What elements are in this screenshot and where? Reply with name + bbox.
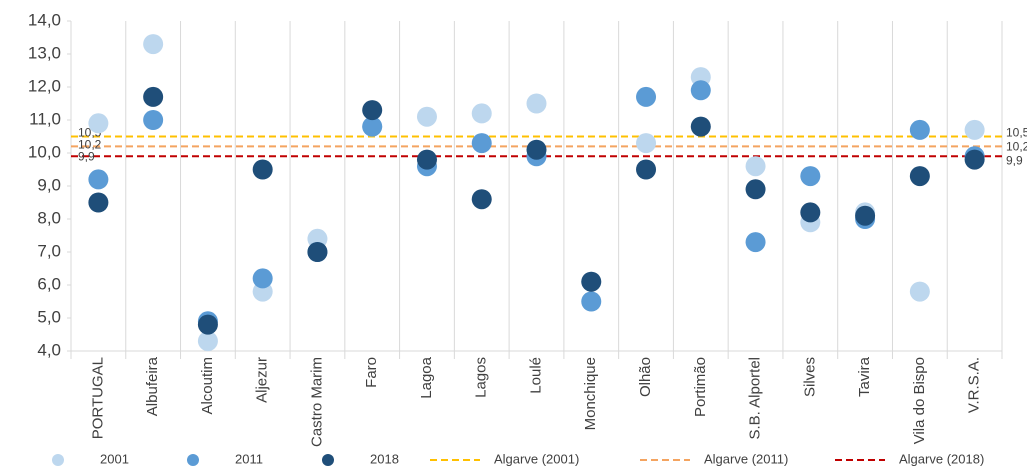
x-tick-label: Lagoa: [418, 356, 435, 398]
dot: [362, 116, 383, 137]
dot: [526, 93, 547, 114]
dot: [88, 192, 109, 213]
y-tick-label: 14,0: [28, 10, 61, 29]
dot: [197, 331, 218, 352]
dot: [745, 156, 766, 177]
dot: [745, 232, 766, 253]
x-tick-label: Aljezur: [254, 357, 271, 403]
dot: [143, 34, 164, 55]
y-tick-label: 8,0: [37, 208, 61, 227]
dot: [690, 80, 711, 101]
dot: [800, 202, 821, 223]
legend-label: 2011: [235, 451, 263, 466]
y-tick-label: 13,0: [28, 43, 61, 62]
dot: [252, 159, 273, 180]
x-tick-label: V.R.S.A.: [966, 357, 983, 413]
dot: [964, 119, 985, 140]
y-tick-label: 9,0: [37, 175, 61, 194]
y-tick-label: 6,0: [37, 274, 61, 293]
x-tick-label: Faro: [363, 357, 380, 388]
dot: [471, 103, 492, 124]
dot: [416, 149, 437, 170]
reference-label: 9,9: [1006, 153, 1023, 167]
legend-label: 2001: [100, 451, 129, 466]
y-tick-label: 10,0: [28, 142, 61, 161]
dot: [581, 291, 602, 312]
x-tick-label: Portimão: [692, 357, 709, 417]
dot: [745, 179, 766, 200]
dot: [800, 166, 821, 187]
dot: [909, 166, 930, 187]
x-tick-label: Albufeira: [144, 356, 161, 416]
dot: [88, 169, 109, 190]
legend-marker: [52, 454, 64, 466]
dot: [636, 159, 657, 180]
x-tick-label: Vila do Bispo: [911, 357, 928, 444]
x-tick-label: Olhão: [637, 357, 654, 397]
reference-label: 10,2: [1006, 140, 1027, 154]
dot: [471, 133, 492, 154]
dot: [636, 133, 657, 154]
legend-label: Algarve (2001): [494, 451, 579, 466]
dot: [362, 100, 383, 121]
dot: [636, 86, 657, 107]
dot: [88, 113, 109, 134]
x-tick-label: Silves: [801, 357, 818, 397]
dot: [690, 116, 711, 137]
dot: [526, 139, 547, 160]
x-tick-label: Castro Marim: [308, 357, 325, 447]
y-tick-label: 11,0: [29, 109, 61, 128]
dot: [471, 189, 492, 210]
y-tick-label: 4,0: [37, 340, 61, 359]
legend-label: Algarve (2011): [704, 451, 788, 466]
y-tick-label: 7,0: [37, 241, 61, 260]
legend-marker: [187, 454, 199, 466]
x-tick-label: Alcoutim: [199, 357, 216, 415]
dot: [855, 205, 876, 226]
dot: [143, 110, 164, 130]
y-tick-label: 12,0: [28, 76, 61, 95]
x-tick-label: Tavira: [856, 356, 873, 397]
reference-label: 9,9: [78, 149, 95, 163]
dot: [307, 242, 328, 262]
legend-label: 2018: [370, 451, 399, 466]
legend-marker: [322, 454, 334, 466]
dot: [416, 106, 437, 127]
dot: [581, 271, 602, 292]
legend-label: Algarve (2018): [899, 451, 984, 466]
dot: [909, 281, 930, 302]
dot: [143, 86, 164, 107]
x-tick-label: Monchique: [582, 357, 599, 430]
y-tick-label: 5,0: [37, 307, 61, 326]
x-tick-label: S.B. Alportel: [747, 357, 764, 440]
x-tick-label: Lagos: [473, 357, 490, 398]
dot: [252, 268, 273, 289]
x-tick-label: PORTUGAL: [89, 357, 106, 439]
dot: [909, 119, 930, 140]
dot: [197, 314, 218, 335]
x-tick-label: Loulé: [527, 357, 544, 394]
reference-label: 10,2: [78, 138, 102, 152]
reference-label: 10,5: [1006, 126, 1027, 140]
dot: [964, 149, 985, 170]
